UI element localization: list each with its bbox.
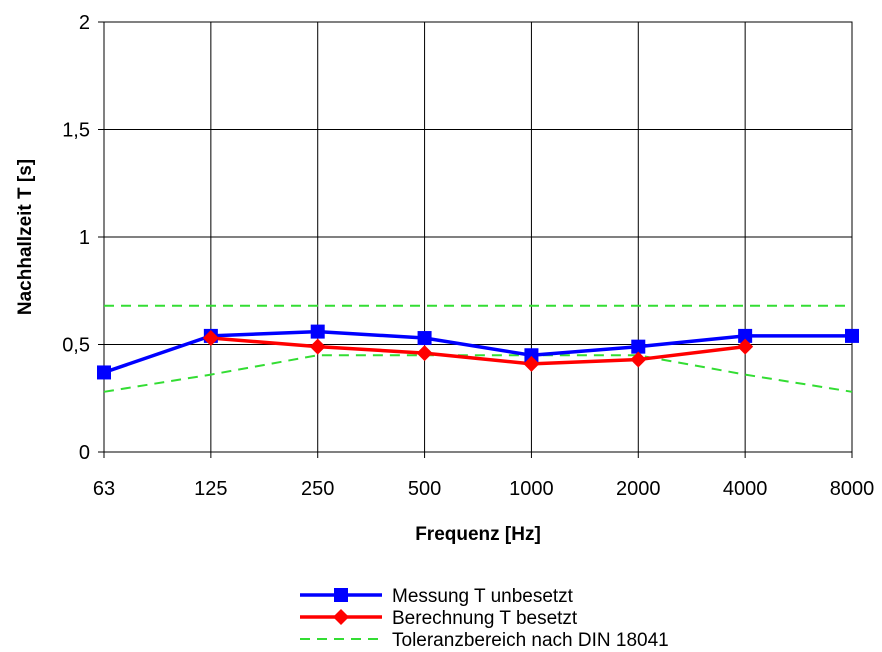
y-axis-tick-labels: 0 0,5 1 1,5 2 — [62, 12, 104, 464]
legend-square-marker-icon — [334, 588, 348, 602]
y-axis-title: Nachhallzeit T [s] — [15, 159, 36, 315]
x-tick-label: 8000 — [830, 478, 875, 500]
series-layer — [97, 304, 859, 393]
calculation-point — [202, 330, 219, 347]
x-axis-tick-labels: 63 125 250 500 1000 2000 4000 8000 — [93, 452, 874, 500]
x-tick-label: 1000 — [509, 478, 554, 500]
y-tick-label: 2 — [79, 12, 90, 34]
x-tick-label: 63 — [93, 478, 115, 500]
legend-item-calculation: Berechnung T besetzt — [300, 608, 578, 629]
calculation-point — [630, 351, 647, 368]
measurement-point — [524, 348, 539, 363]
y-tick-label: 0 — [79, 442, 90, 464]
legend-label-measurement: Messung T unbesetzt — [392, 586, 574, 607]
legend-label-tolerance: Toleranzbereich nach DIN 18041 — [392, 630, 669, 651]
series-line-calculation — [210, 336, 746, 366]
x-tick-label: 125 — [194, 478, 227, 500]
legend-item-measurement: Messung T unbesetzt — [300, 586, 574, 607]
y-tick-label: 1,5 — [62, 120, 90, 142]
tolerance-lower-line — [103, 354, 853, 393]
x-tick-label: 4000 — [723, 478, 768, 500]
measurement-point — [417, 331, 432, 346]
legend: Messung T unbesetzt Berechnung T besetzt… — [300, 586, 669, 651]
y-tick-label: 0,5 — [62, 335, 90, 357]
x-axis-title: Frequenz [Hz] — [415, 524, 541, 545]
measurement-point — [310, 324, 325, 339]
calculation-point — [416, 345, 433, 362]
x-tick-label: 500 — [408, 478, 441, 500]
legend-diamond-marker-icon — [333, 609, 349, 625]
y-tick-label: 1 — [79, 227, 90, 249]
legend-label-calculation: Berechnung T besetzt — [392, 608, 578, 629]
calculation-point — [737, 338, 754, 355]
measurement-point — [738, 328, 753, 343]
measurement-point — [631, 339, 646, 354]
measurement-point — [97, 365, 111, 380]
legend-item-tolerance: Toleranzbereich nach DIN 18041 — [300, 630, 669, 651]
calculation-point — [309, 338, 326, 355]
calculation-point — [523, 355, 540, 372]
measurement-point — [845, 328, 859, 343]
series-line-measurement — [103, 329, 852, 375]
x-tick-label: 250 — [301, 478, 334, 500]
x-tick-label: 2000 — [616, 478, 661, 500]
